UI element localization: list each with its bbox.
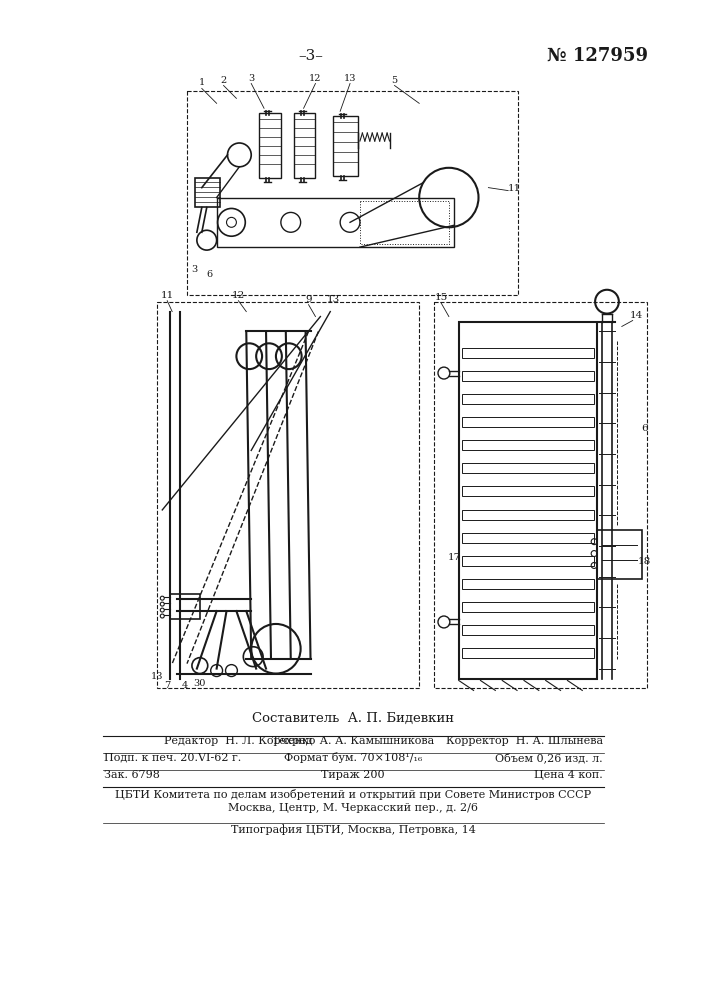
Text: Техред  А. А. Камышникова: Техред А. А. Камышникова — [272, 736, 434, 746]
Text: ЦБТИ Комитета по делам изобретений и открытий при Совете Министров СССР: ЦБТИ Комитета по делам изобретений и отк… — [115, 789, 591, 800]
Text: 1: 1 — [199, 78, 205, 87]
Text: Тираж 200: Тираж 200 — [321, 770, 385, 780]
Bar — [462, 394, 594, 404]
Text: 3: 3 — [191, 265, 197, 274]
Text: 11: 11 — [160, 291, 174, 300]
Text: 13: 13 — [327, 295, 340, 304]
Bar — [195, 178, 220, 207]
Text: 13: 13 — [344, 74, 356, 83]
Text: Формат бум. 70×108¹/₁₆: Формат бум. 70×108¹/₁₆ — [284, 752, 422, 763]
Text: 3: 3 — [248, 74, 255, 83]
Text: Объем 0,26 изд. л.: Объем 0,26 изд. л. — [496, 752, 603, 763]
Bar — [462, 602, 594, 612]
Text: 6: 6 — [641, 424, 648, 433]
Bar — [462, 533, 594, 543]
Bar — [462, 648, 594, 658]
Text: Составитель  А. П. Бидевкин: Составитель А. П. Бидевкин — [252, 712, 454, 725]
Bar — [333, 116, 358, 176]
Bar — [462, 463, 594, 473]
Bar — [462, 371, 594, 381]
Bar — [360, 201, 449, 244]
Bar — [216, 198, 454, 247]
Text: Подп. к печ. 20.VI-62 г.: Подп. к печ. 20.VI-62 г. — [104, 753, 241, 763]
Bar — [434, 302, 646, 688]
Text: 5: 5 — [392, 76, 397, 85]
Text: 11: 11 — [508, 184, 521, 193]
Bar — [459, 322, 597, 679]
Text: Редактор  Н. Л. Корченко: Редактор Н. Л. Корченко — [164, 736, 315, 746]
Bar — [293, 113, 315, 178]
Text: 18: 18 — [638, 557, 651, 566]
Text: 2: 2 — [221, 76, 227, 85]
Text: 15: 15 — [434, 293, 448, 302]
Text: Цена 4 коп.: Цена 4 коп. — [534, 770, 603, 780]
Bar — [462, 417, 594, 427]
Text: –3–: –3– — [298, 49, 323, 63]
Text: 6: 6 — [206, 270, 213, 279]
Text: № 127959: № 127959 — [547, 47, 648, 65]
Bar — [187, 91, 518, 295]
Text: 4: 4 — [182, 681, 188, 690]
Text: 30: 30 — [194, 679, 206, 688]
Text: Корректор  Н. А. Шлынева: Корректор Н. А. Шлынева — [446, 736, 603, 746]
Text: 17: 17 — [448, 552, 462, 562]
Bar — [158, 302, 419, 688]
Text: 12: 12 — [232, 291, 245, 300]
Bar — [462, 348, 594, 358]
Text: Зак. 6798: Зак. 6798 — [104, 770, 160, 780]
Text: 7: 7 — [164, 681, 170, 690]
Bar — [462, 556, 594, 566]
Bar — [462, 510, 594, 520]
Text: 12: 12 — [309, 74, 322, 83]
Bar — [259, 113, 281, 178]
Bar — [170, 594, 200, 619]
Bar — [597, 530, 641, 579]
Text: 9: 9 — [305, 295, 312, 304]
Bar — [462, 486, 594, 496]
Bar — [462, 625, 594, 635]
Bar — [462, 440, 594, 450]
Bar — [462, 579, 594, 589]
Text: 14: 14 — [630, 311, 643, 320]
Text: Типография ЦБТИ, Москва, Петровка, 14: Типография ЦБТИ, Москва, Петровка, 14 — [230, 824, 475, 835]
Text: 13: 13 — [151, 672, 163, 681]
Text: Москва, Центр, М. Черкасский пер., д. 2/6: Москва, Центр, М. Черкасский пер., д. 2/… — [228, 803, 478, 813]
